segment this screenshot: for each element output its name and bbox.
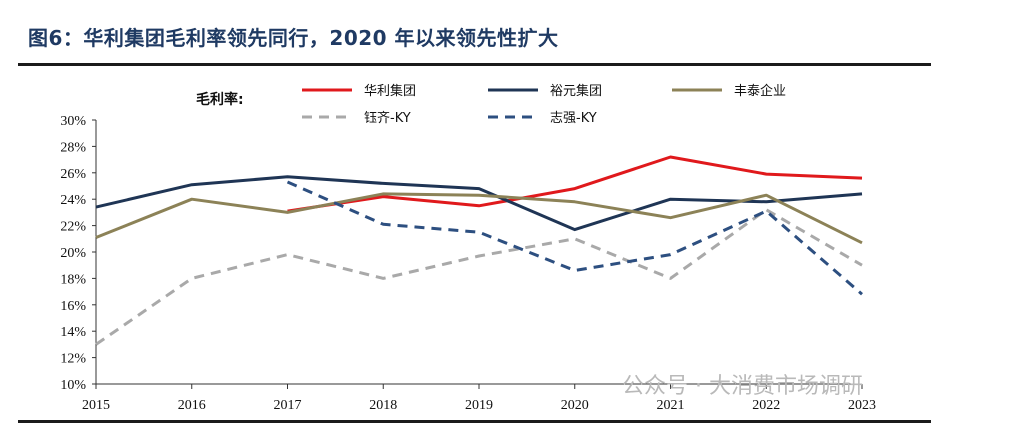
y-tick-label: 16% (60, 299, 86, 314)
series-line-3 (95, 208, 863, 346)
x-tick-label: 2020 (561, 398, 589, 413)
series-line-2 (95, 192, 863, 245)
watermark: 公众号 · 大消费市场调研 (622, 374, 863, 399)
legend-label: 志强-KY (550, 111, 597, 126)
legend-label: 丰泰企业 (734, 83, 786, 99)
legend-label: 裕元集团 (550, 83, 602, 99)
legend-label: 钰齐-KY (364, 110, 411, 126)
legend-label: 华利集团 (364, 83, 416, 99)
x-tick-label: 2019 (465, 398, 493, 413)
y-tick-label: 22% (60, 220, 86, 235)
y-tick-label: 18% (60, 272, 86, 287)
x-tick-label: 2021 (657, 398, 685, 413)
x-tick-label: 2018 (369, 398, 397, 413)
bottom-rule (18, 420, 931, 423)
x-tick-label: 2023 (848, 398, 876, 413)
y-tick-label: 10% (60, 378, 86, 393)
x-tick-label: 2016 (178, 398, 206, 413)
y-tick-label: 12% (60, 352, 86, 367)
y-tick-label: 24% (60, 193, 86, 208)
x-tick-label: 2022 (752, 398, 780, 413)
series-line-4 (286, 180, 863, 296)
y-tick-label: 20% (60, 246, 86, 261)
axes: 10% 12% 14% 16% 18% 20% 22% 24% 26% 28% 30% 2015 201… (60, 114, 876, 413)
y-tick-label: 30% (60, 114, 86, 129)
top-rule (18, 63, 931, 66)
x-tick-label: 2017 (274, 398, 302, 413)
y-tick-label: 26% (60, 167, 86, 182)
y-tick-label: 28% (60, 140, 86, 155)
y-tick-label: 14% (60, 325, 86, 340)
y-axis-label: 毛利率: (196, 91, 244, 108)
series-line-1 (95, 175, 863, 232)
chart-title: 图6：华利集团毛利率领先同行，2020 年以来领先性扩大 (28, 26, 559, 50)
x-tick-label: 2015 (82, 398, 110, 413)
series-lines (95, 155, 863, 346)
series-line-0 (287, 155, 863, 213)
